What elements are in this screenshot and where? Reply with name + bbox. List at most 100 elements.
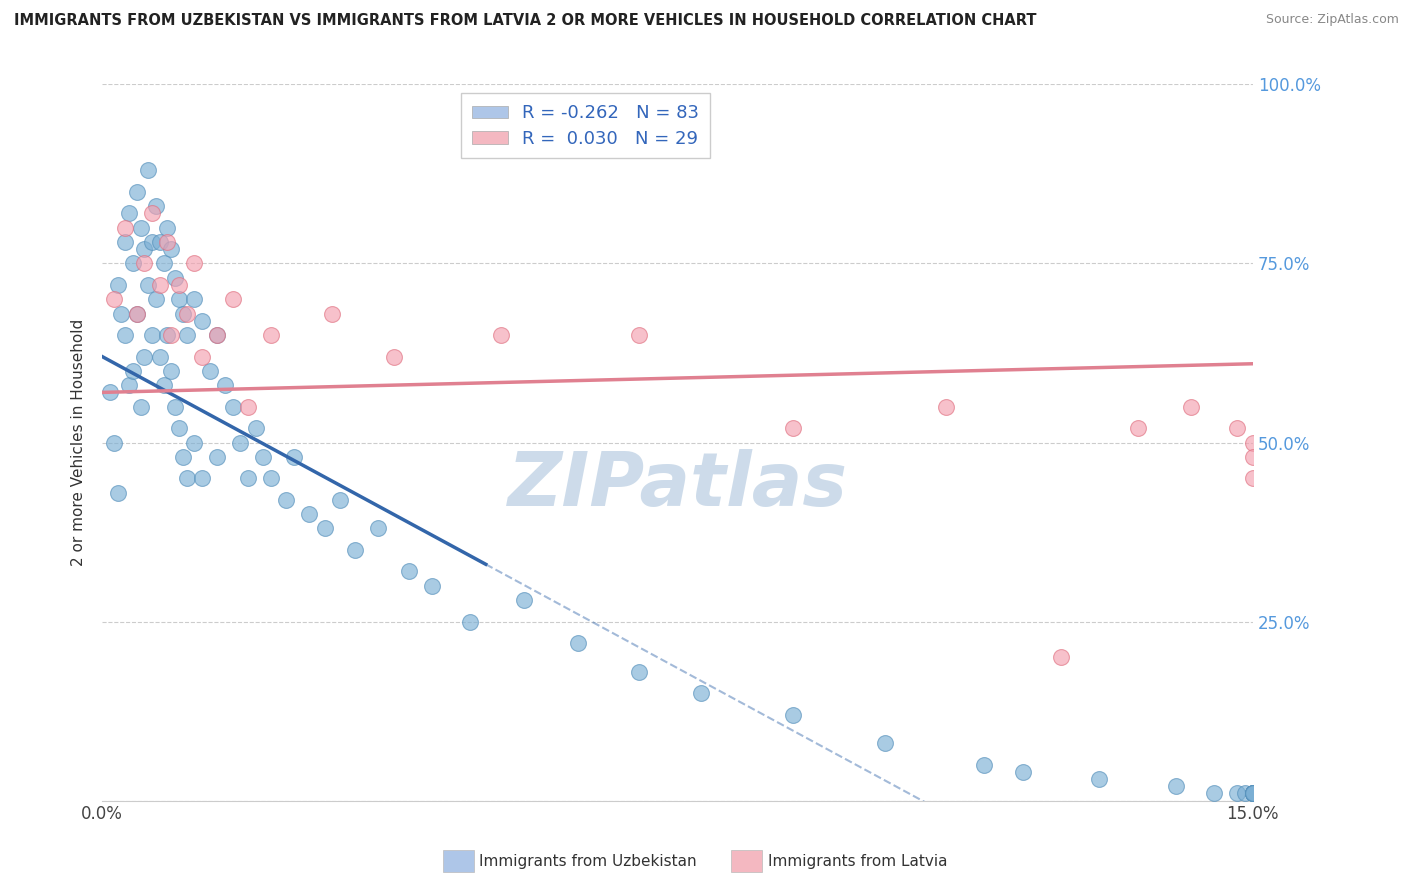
Point	[191, 471, 214, 485]
Point	[382, 350, 405, 364]
Point	[221, 400, 243, 414]
Point	[149, 235, 172, 249]
Point	[260, 328, 283, 343]
Text: IMMIGRANTS FROM UZBEKISTAN VS IMMIGRANTS FROM LATVIA 2 OR MORE VEHICLES IN HOUSE: IMMIGRANTS FROM UZBEKISTAN VS IMMIGRANTS…	[14, 13, 1036, 29]
Point	[152, 256, 174, 270]
Point	[107, 485, 129, 500]
Point	[103, 435, 125, 450]
Point	[176, 307, 198, 321]
Point	[314, 521, 336, 535]
Point	[221, 293, 243, 307]
Point	[149, 277, 172, 292]
Point	[118, 378, 141, 392]
Point	[276, 492, 298, 507]
Point	[367, 521, 389, 535]
Point	[145, 293, 167, 307]
Text: Source: ZipAtlas.com: Source: ZipAtlas.com	[1265, 13, 1399, 27]
Point	[1241, 787, 1264, 801]
Point	[260, 471, 283, 485]
Point	[145, 199, 167, 213]
Point	[122, 364, 145, 378]
Point	[1226, 421, 1249, 435]
Point	[191, 350, 214, 364]
Point	[98, 385, 121, 400]
Point	[420, 579, 443, 593]
Point	[152, 378, 174, 392]
Point	[236, 471, 259, 485]
Point	[160, 328, 183, 343]
Point	[183, 256, 205, 270]
Point	[125, 307, 148, 321]
Text: ZIPatlas: ZIPatlas	[508, 449, 848, 522]
Point	[134, 256, 156, 270]
Point	[321, 307, 343, 321]
Point	[1241, 435, 1264, 450]
Point	[125, 307, 148, 321]
Point	[156, 328, 179, 343]
Point	[567, 636, 589, 650]
Point	[172, 450, 194, 464]
Point	[283, 450, 305, 464]
Point	[252, 450, 274, 464]
Point	[1241, 450, 1264, 464]
Point	[1241, 787, 1264, 801]
Point	[149, 350, 172, 364]
Point	[122, 256, 145, 270]
Point	[176, 328, 198, 343]
Point	[129, 400, 152, 414]
Point	[1126, 421, 1149, 435]
Point	[114, 235, 136, 249]
Point	[973, 757, 995, 772]
Point	[167, 277, 190, 292]
Point	[628, 328, 651, 343]
Point	[141, 328, 163, 343]
Point	[689, 686, 711, 700]
Point	[236, 400, 259, 414]
Point	[136, 277, 159, 292]
Point	[1241, 787, 1264, 801]
Point	[160, 242, 183, 256]
Point	[118, 206, 141, 220]
Y-axis label: 2 or more Vehicles in Household: 2 or more Vehicles in Household	[72, 319, 86, 566]
Point	[782, 421, 804, 435]
Point	[207, 328, 229, 343]
Point	[873, 736, 896, 750]
Point	[1226, 787, 1249, 801]
Point	[129, 220, 152, 235]
Point	[167, 421, 190, 435]
Text: Immigrants from Uzbekistan: Immigrants from Uzbekistan	[479, 855, 697, 869]
Point	[489, 328, 512, 343]
Point	[1241, 787, 1264, 801]
Point	[1234, 787, 1257, 801]
Point	[134, 242, 156, 256]
Point	[245, 421, 267, 435]
Point	[398, 565, 420, 579]
Point	[1011, 764, 1033, 779]
Point	[935, 400, 957, 414]
Point	[156, 220, 179, 235]
Point	[628, 665, 651, 679]
Point	[782, 707, 804, 722]
Point	[1166, 779, 1188, 793]
Point	[165, 400, 187, 414]
Point	[1241, 787, 1264, 801]
Point	[156, 235, 179, 249]
Point	[1241, 471, 1264, 485]
Point	[1241, 787, 1264, 801]
Point	[183, 293, 205, 307]
Point	[167, 293, 190, 307]
Point	[298, 507, 321, 521]
Point	[1088, 772, 1111, 786]
Point	[1241, 787, 1264, 801]
Point	[460, 615, 482, 629]
Point	[165, 270, 187, 285]
Point	[176, 471, 198, 485]
Point	[136, 163, 159, 178]
Point	[1180, 400, 1202, 414]
Point	[141, 206, 163, 220]
Point	[344, 543, 367, 558]
Point	[125, 185, 148, 199]
Legend: R = -0.262   N = 83, R =  0.030   N = 29: R = -0.262 N = 83, R = 0.030 N = 29	[461, 94, 710, 159]
Point	[191, 314, 214, 328]
Point	[513, 593, 536, 607]
